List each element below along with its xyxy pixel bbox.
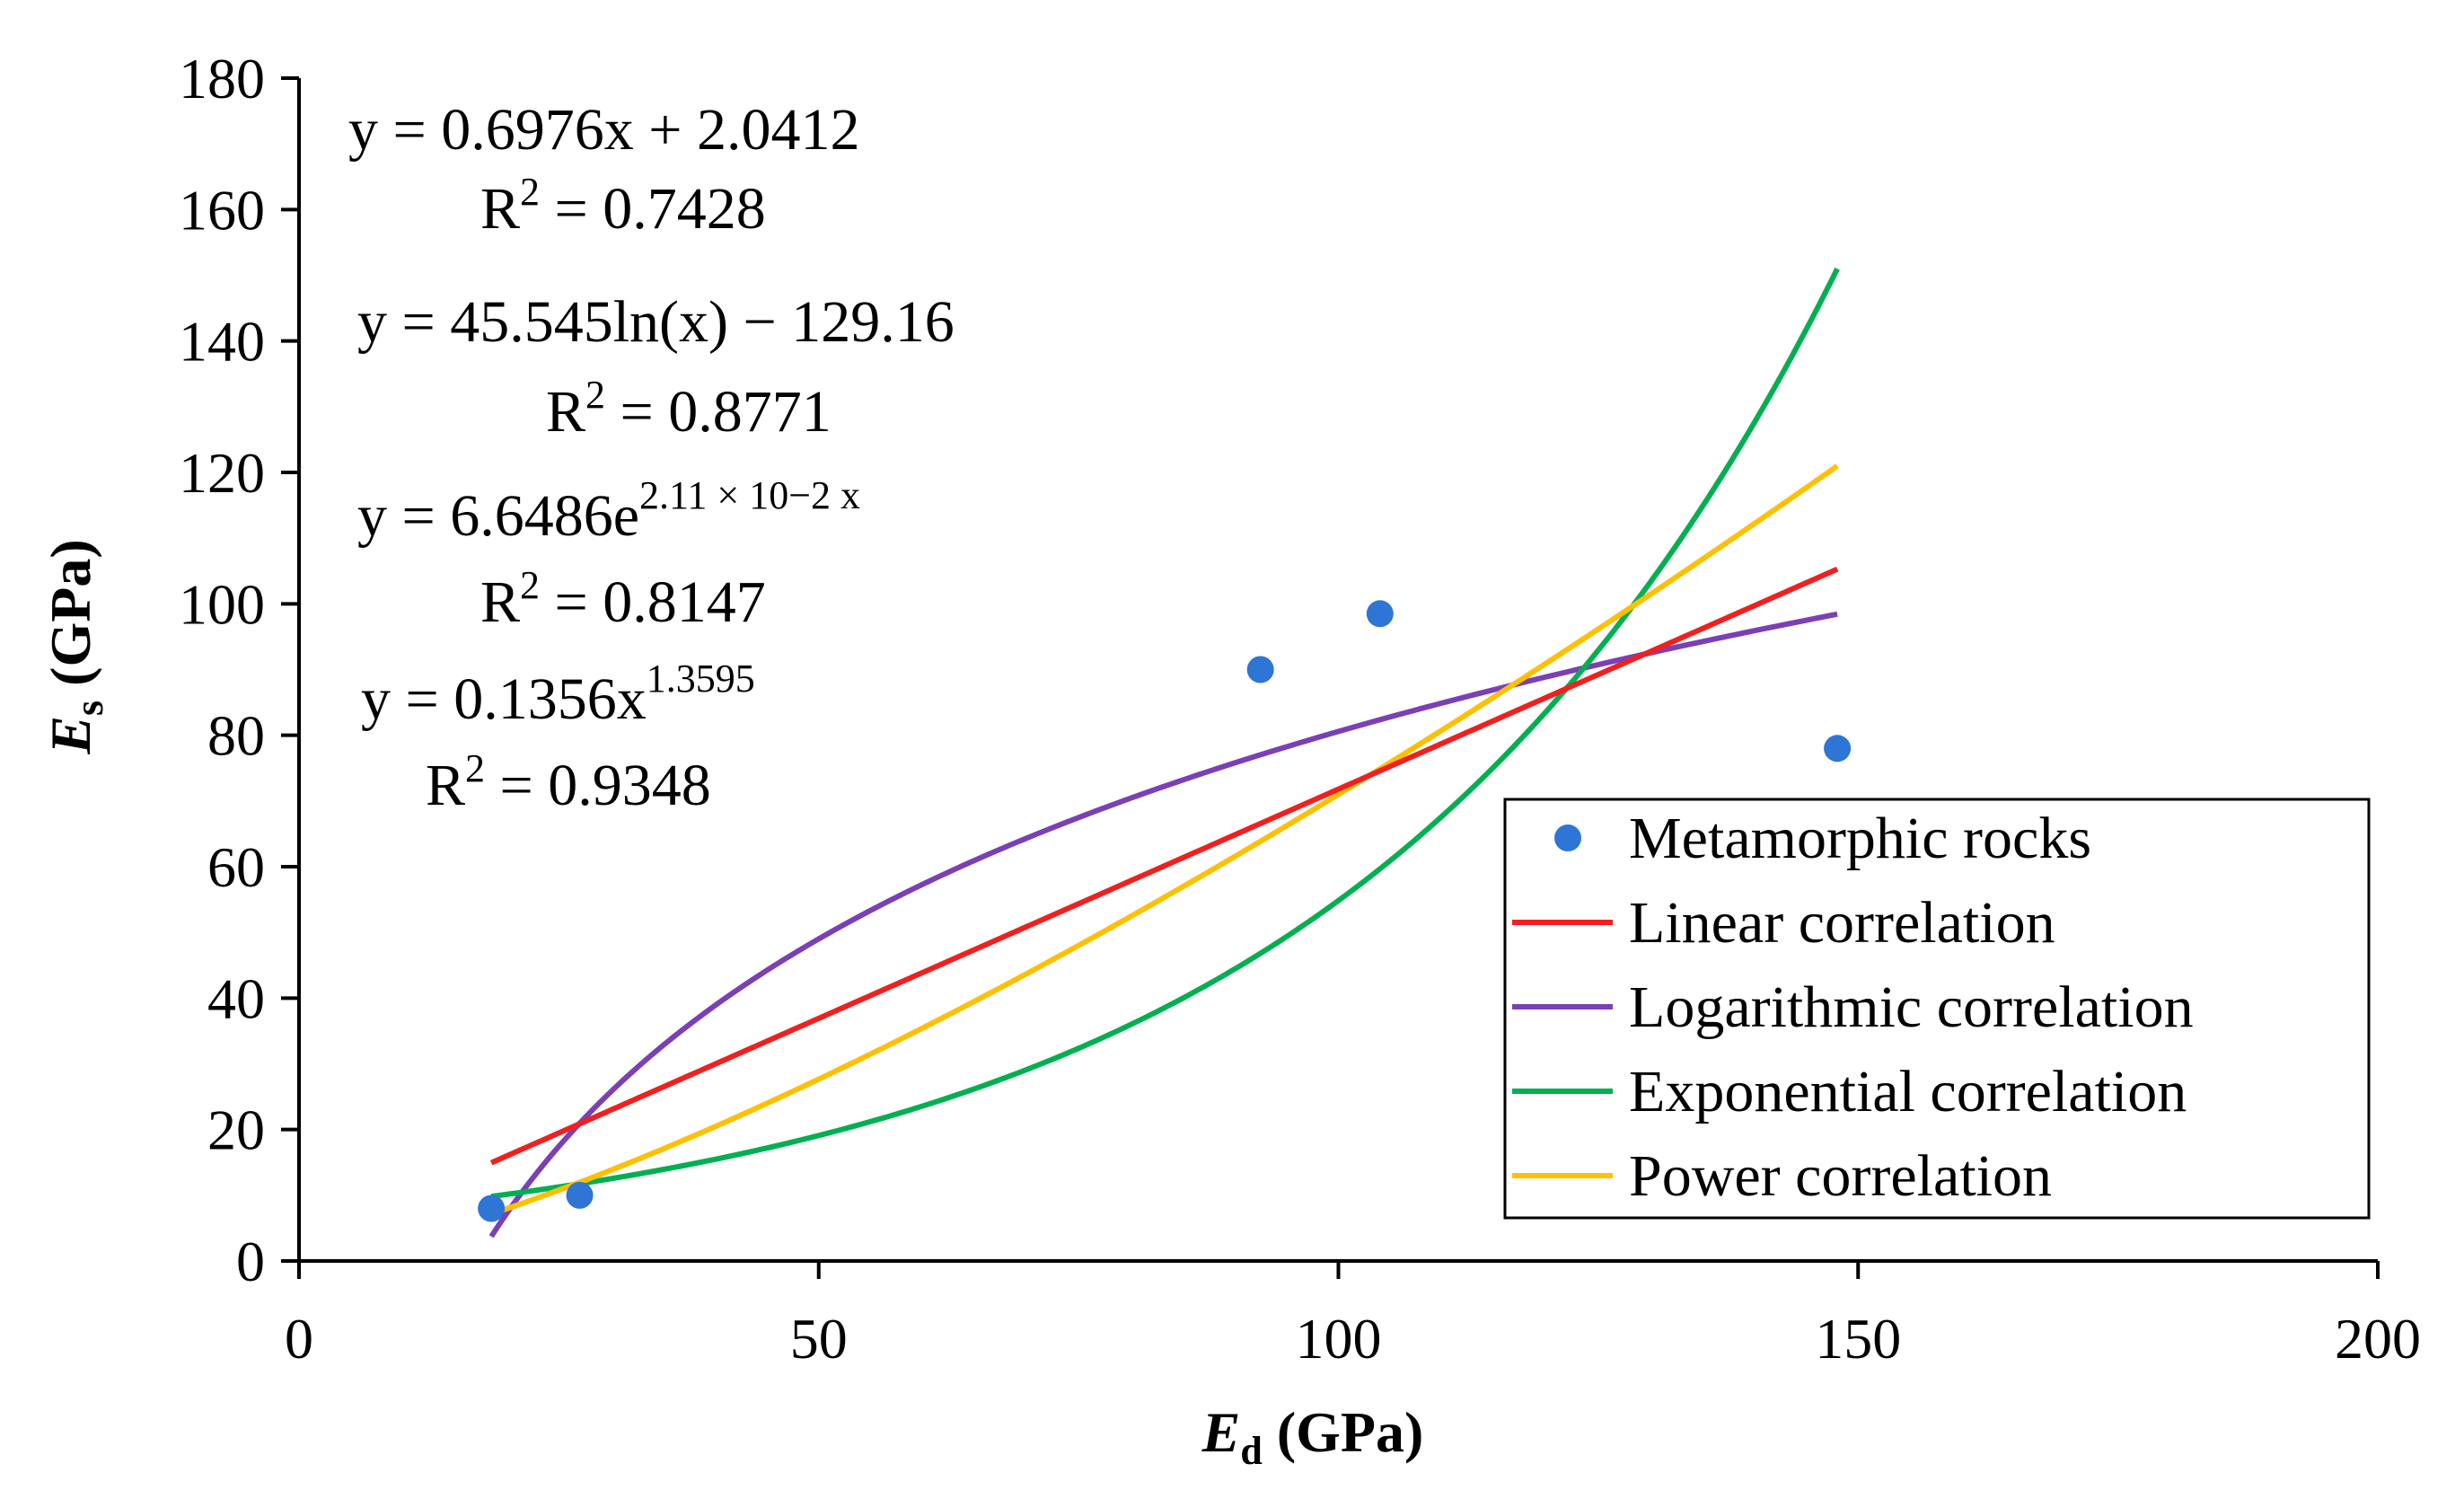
data-point bbox=[478, 1195, 506, 1222]
power-fit-line bbox=[490, 463, 1839, 1217]
fit-lines bbox=[488, 267, 1840, 1239]
linear-equation-text: y = 0.6976x + 2.0412 bbox=[348, 97, 859, 163]
y-axis-title-unit: (GPa) bbox=[39, 539, 102, 701]
exp-equation-tail: x bbox=[831, 473, 860, 517]
exp-r2-value: = 0.8147 bbox=[540, 569, 766, 635]
power-equation-sup: 1.3595 bbox=[647, 657, 755, 701]
data-point bbox=[1366, 600, 1394, 628]
x-axis-title: Ed (GPa) bbox=[1201, 1400, 1424, 1473]
log-r2-sup: 2 bbox=[585, 373, 605, 417]
exp-r2-label: R bbox=[480, 569, 520, 635]
equation-annotations: y = 0.6976x + 2.0412 R2 = 0.7428 y = 45.… bbox=[348, 97, 955, 818]
power-r2-value: = 0.9348 bbox=[485, 753, 711, 818]
y-tick-label: 100 bbox=[179, 572, 265, 636]
x-tick-label: 150 bbox=[1815, 1307, 1901, 1371]
power-equation: y = 0.1356x1.3595 bbox=[361, 657, 755, 732]
y-tick-label: 180 bbox=[179, 47, 265, 110]
y-tick-label: 60 bbox=[207, 835, 265, 899]
y-tick-label: 80 bbox=[207, 704, 265, 768]
exp-equation-text: y = 6.6486e bbox=[357, 483, 639, 549]
y-axis-title-sub: s bbox=[67, 701, 111, 716]
x-axis-title-sub: d bbox=[1240, 1429, 1262, 1473]
log-equation: y = 45.545ln(x) − 129.16 bbox=[357, 289, 955, 355]
exponential-fit-line bbox=[490, 267, 1840, 1200]
exp-equation-sup: 2.11 × 10−2 bbox=[639, 473, 831, 517]
legend-marker-points bbox=[1554, 824, 1581, 851]
y-tick-label: 20 bbox=[207, 1098, 265, 1162]
data-point bbox=[1824, 735, 1852, 763]
y-tick-label: 160 bbox=[179, 178, 265, 242]
log-equation-text: y = 45.545ln(x) − 129.16 bbox=[357, 289, 955, 355]
y-tick-label: 0 bbox=[236, 1230, 265, 1293]
x-axis-title-main: E bbox=[1201, 1400, 1241, 1464]
log-r2-label: R bbox=[546, 379, 585, 445]
power-r2: R2 = 0.9348 bbox=[426, 746, 711, 818]
log-r2-value: = 0.8771 bbox=[605, 379, 832, 445]
power-r2-label: R bbox=[426, 753, 465, 818]
y-ticks: 0 20 40 60 80 100 120 140 160 180 bbox=[179, 47, 299, 1293]
log-r2: R2 = 0.8771 bbox=[546, 373, 832, 445]
legend-label-power: Power correlation bbox=[1629, 1143, 2052, 1209]
linear-equation: y = 0.6976x + 2.0412 bbox=[348, 97, 859, 163]
axes: 0 20 40 60 80 100 120 140 160 180 0 50 100 150 200 bbox=[179, 47, 2421, 1371]
power-equation-text: y = 0.1356x bbox=[361, 666, 647, 732]
y-tick-label: 140 bbox=[179, 310, 265, 374]
x-tick-label: 0 bbox=[285, 1307, 313, 1371]
legend-label-points: Metamorphic rocks bbox=[1629, 806, 2091, 871]
legend-label-linear: Linear correlation bbox=[1629, 890, 2055, 956]
x-tick-label: 200 bbox=[2335, 1307, 2421, 1371]
data-point bbox=[566, 1181, 594, 1209]
linear-fit-line bbox=[489, 566, 1839, 1166]
linear-r2: R2 = 0.7428 bbox=[480, 170, 766, 242]
data-point bbox=[1246, 656, 1274, 683]
linear-r2-value: = 0.7428 bbox=[540, 176, 766, 242]
y-axis-title: Es (GPa) bbox=[39, 539, 111, 754]
legend-items: Metamorphic rocks Linear correlation Logar… bbox=[1512, 806, 2194, 1209]
y-tick-label: 120 bbox=[179, 441, 265, 505]
logarithmic-fit-line bbox=[488, 611, 1838, 1239]
power-r2-sup: 2 bbox=[465, 746, 485, 790]
x-tick-label: 100 bbox=[1296, 1307, 1382, 1371]
exp-r2-sup: 2 bbox=[520, 563, 540, 607]
y-axis-title-main: E bbox=[39, 716, 102, 755]
data-points bbox=[478, 600, 1852, 1222]
x-axis-title-unit: (GPa) bbox=[1263, 1400, 1424, 1464]
y-tick-label: 40 bbox=[207, 966, 265, 1030]
x-ticks: 0 50 100 150 200 bbox=[285, 1261, 2421, 1371]
exp-equation: y = 6.6486e2.11 × 10−2 x bbox=[357, 473, 860, 549]
exp-r2: R2 = 0.8147 bbox=[480, 563, 766, 635]
legend: Metamorphic rocks Linear correlation Logar… bbox=[1503, 798, 2371, 1220]
legend-box bbox=[1503, 798, 2371, 1220]
legend-label-exponential: Exponential correlation bbox=[1629, 1059, 2187, 1124]
x-tick-label: 50 bbox=[790, 1307, 848, 1371]
legend-label-logarithmic: Logarithmic correlation bbox=[1629, 974, 2194, 1040]
linear-r2-sup: 2 bbox=[520, 170, 540, 214]
linear-r2-label: R bbox=[480, 176, 520, 242]
